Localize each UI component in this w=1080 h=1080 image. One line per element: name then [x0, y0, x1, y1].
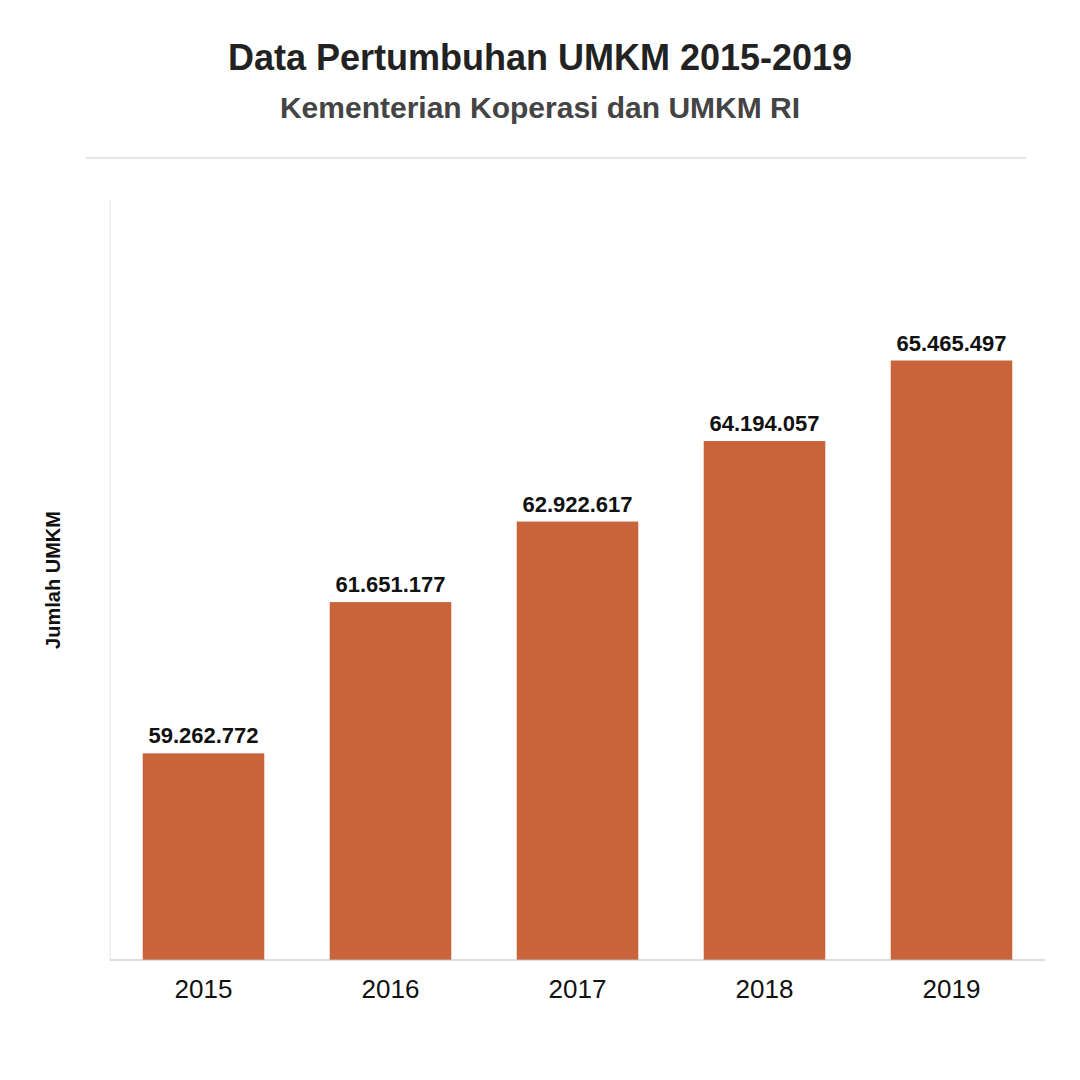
x-axis-line	[110, 959, 1045, 960]
bar	[891, 361, 1013, 960]
x-tick-label: 2019	[923, 974, 981, 1004]
bar	[704, 441, 826, 960]
title-divider	[86, 157, 1026, 159]
data-label: 61.651.177	[335, 572, 445, 597]
y-axis-label: Jumlah UMKM	[42, 511, 64, 649]
chart-container: Data Pertumbuhan UMKM 2015-2019 Kementeri…	[0, 0, 1080, 1080]
bar	[330, 602, 452, 960]
x-tick-label: 2016	[362, 974, 420, 1004]
bar	[143, 753, 265, 960]
data-label: 65.465.497	[896, 331, 1006, 356]
background	[0, 0, 1080, 1080]
x-tick-label: 2015	[175, 974, 233, 1004]
data-label: 62.922.617	[522, 492, 632, 517]
title: Data Pertumbuhan UMKM 2015-2019	[228, 37, 852, 78]
y-axis-line	[110, 200, 111, 960]
chart-svg: Data Pertumbuhan UMKM 2015-2019 Kementeri…	[0, 0, 1080, 1080]
x-tick-label: 2018	[736, 974, 794, 1004]
data-label: 59.262.772	[148, 723, 258, 748]
subtitle: Kementerian Koperasi dan UMKM RI	[280, 91, 800, 124]
data-label: 64.194.057	[709, 411, 819, 436]
x-tick-label: 2017	[549, 974, 607, 1004]
bars	[143, 361, 1013, 960]
bar	[517, 522, 639, 960]
